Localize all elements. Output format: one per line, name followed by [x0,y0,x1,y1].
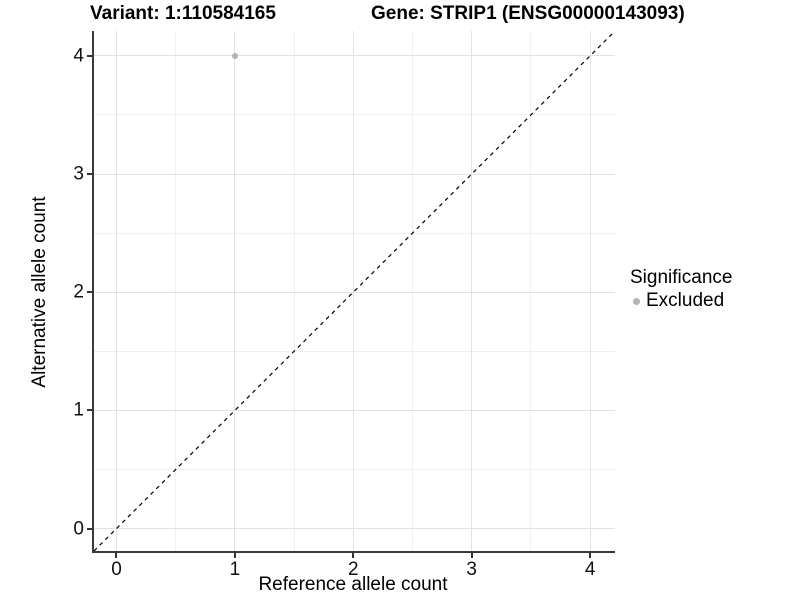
y-tick-label: 4 [73,45,84,67]
x-tick-mark [115,553,118,558]
x-major-gridline [352,31,354,551]
x-minor-gridline [412,31,414,551]
y-tick-mark [87,527,92,530]
legend-items: Excluded [630,290,732,312]
x-major-gridline [115,31,117,551]
y-major-gridline [94,173,615,175]
x-minor-gridline [530,31,532,551]
x-tick-label: 0 [111,559,122,580]
y-tick-mark [87,291,92,294]
x-tick-mark [470,553,473,558]
legend-item: Excluded [630,290,732,312]
x-minor-gridline [175,31,177,551]
y-minor-gridline [94,468,615,470]
y-tick-label: 0 [73,518,84,540]
x-tick-label: 3 [466,559,478,580]
plot-panel: 0 1 2 3 4 0 1 2 3 4 [73,31,615,579]
x-tick-label: 4 [584,559,596,580]
y-tick-label: 3 [73,163,84,185]
x-tick-mark [589,553,592,558]
x-major-gridline [471,31,473,551]
x-tick-mark [352,553,355,558]
plot-title-variant: Variant: 1:110584165 [90,3,276,24]
y-minor-gridline [94,114,615,116]
y-tick-label: 1 [73,399,84,421]
identity-line [94,31,615,551]
y-tick-label: 2 [73,281,84,303]
x-tick-label: 1 [229,559,241,580]
y-minor-gridline [94,350,615,352]
y-tick-mark [87,54,92,57]
data-point [231,52,238,59]
y-major-gridline [94,55,615,57]
y-major-gridline [94,409,615,411]
y-major-gridline [94,528,615,530]
plot-title-gene: Gene: STRIP1 (ENSG00000143093) [371,3,685,24]
y-major-gridline [94,291,615,293]
x-tick-mark [233,553,236,558]
x-minor-gridline [293,31,295,551]
x-major-gridline [234,31,236,551]
legend-key-dot-icon [633,297,640,305]
legend: Significance Excluded [630,267,732,312]
x-tick-label: 2 [348,559,359,580]
y-tick-mark [87,409,92,412]
x-axis-title: Reference allele count [258,574,448,595]
legend-title: Significance [630,267,733,288]
y-tick-mark [87,173,92,175]
legend-item-label: Excluded [646,290,725,311]
y-axis-title: Alternative allele count [29,196,50,388]
x-major-gridline [589,31,591,551]
y-minor-gridline [94,232,615,234]
